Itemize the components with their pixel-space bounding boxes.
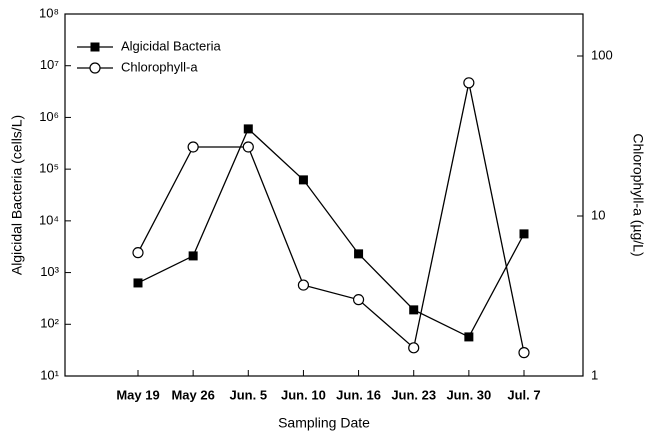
data-point [243,124,253,134]
x-tick-label: Jun. 16 [336,387,381,402]
x-tick-label: Jun. 30 [446,387,491,402]
y-tick-label: 10³ [40,264,59,279]
y-tick-label: 10⁷ [40,57,59,72]
data-point [408,342,420,354]
y2-tick-label: 1 [591,367,598,382]
y-tick-label: 10¹ [40,367,59,382]
data-point [464,332,474,342]
y2-tick-label: 10 [591,207,605,222]
x-tick-label: Jun. 10 [281,387,326,402]
y2-tick-label: 100 [591,47,613,62]
x-tick-label: May 26 [171,387,214,402]
x-tick-label: Jun. 5 [229,387,267,402]
series-line [137,82,525,353]
data-point [354,249,364,259]
data-point [188,251,198,261]
data-point [352,294,365,306]
legend-marker [89,62,101,74]
legend-label: Algicidal Bacteria [121,38,221,53]
legend-marker [90,42,100,52]
y-tick-label: 10⁴ [39,212,59,227]
y-tick-label: 10⁶ [39,109,59,124]
data-point [519,229,529,239]
data-point [298,175,308,185]
data-point [463,77,475,89]
y2-axis-label: Chlorophyll-a (µg/L) [630,133,646,256]
y-tick-label: 10⁵ [39,161,59,176]
x-axis-label: Sampling Date [278,415,370,431]
y-tick-label: 10² [40,316,59,331]
data-point [133,278,143,288]
legend-label: Chlorophyll-a [121,59,198,74]
x-tick-label: May 19 [116,387,159,402]
y-axis-label: Algicidal Bacteria (cells/L) [9,115,25,275]
data-point [132,247,144,259]
data-point [242,141,254,153]
plot-frame [64,13,584,377]
data-point [297,279,310,291]
y-tick-label: 10⁸ [39,5,59,20]
x-tick-label: Jul. 7 [507,387,540,402]
data-point [187,141,199,153]
data-point [409,305,419,315]
x-tick-label: Jun. 23 [391,387,436,402]
series-line [137,127,525,338]
data-point [518,347,530,359]
